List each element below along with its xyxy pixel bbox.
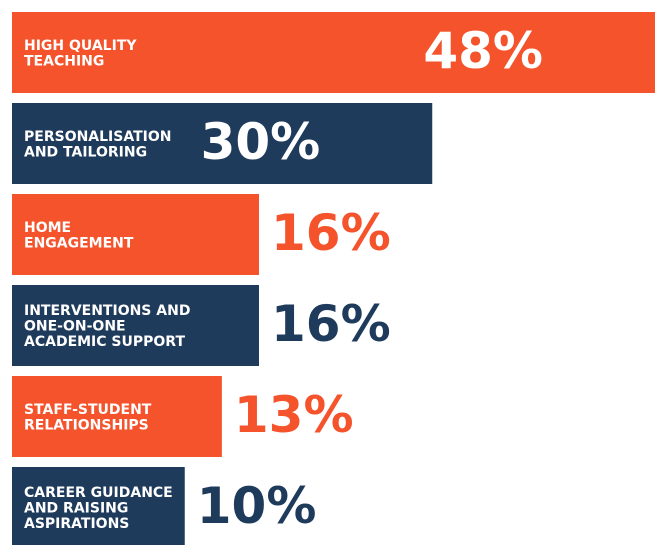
bar-label: AND TAILORING bbox=[24, 144, 147, 160]
bar-label: RELATIONSHIPS bbox=[24, 417, 149, 433]
value-label: 10% bbox=[197, 477, 317, 535]
value-label: 13% bbox=[234, 386, 354, 444]
value-label: 48% bbox=[423, 22, 543, 80]
bar bbox=[12, 467, 185, 545]
bar-label: INTERVENTIONS AND bbox=[24, 303, 190, 319]
bar-label: AND RAISING bbox=[24, 501, 128, 517]
bar-label: PERSONALISATION bbox=[24, 129, 171, 145]
bar bbox=[12, 376, 222, 457]
bar bbox=[12, 12, 655, 93]
bar-label: ENGAGEMENT bbox=[24, 235, 134, 251]
value-label: 16% bbox=[271, 204, 391, 262]
bar-label: ACADEMIC SUPPORT bbox=[24, 334, 185, 350]
bar bbox=[12, 194, 259, 275]
bar bbox=[12, 103, 433, 184]
bar-label: ASPIRATIONS bbox=[24, 516, 129, 532]
bar-label: CAREER GUIDANCE bbox=[24, 485, 173, 501]
bar-label: HOME bbox=[24, 220, 71, 236]
bar-label: STAFF-STUDENT bbox=[24, 402, 152, 418]
value-label: 30% bbox=[201, 113, 321, 171]
bar-label: ONE-ON-ONE bbox=[24, 319, 126, 335]
bar bbox=[12, 285, 259, 366]
bar-label: HIGH QUALITY bbox=[24, 38, 137, 54]
bar-label: TEACHING bbox=[24, 53, 104, 69]
value-label: 16% bbox=[271, 295, 391, 353]
